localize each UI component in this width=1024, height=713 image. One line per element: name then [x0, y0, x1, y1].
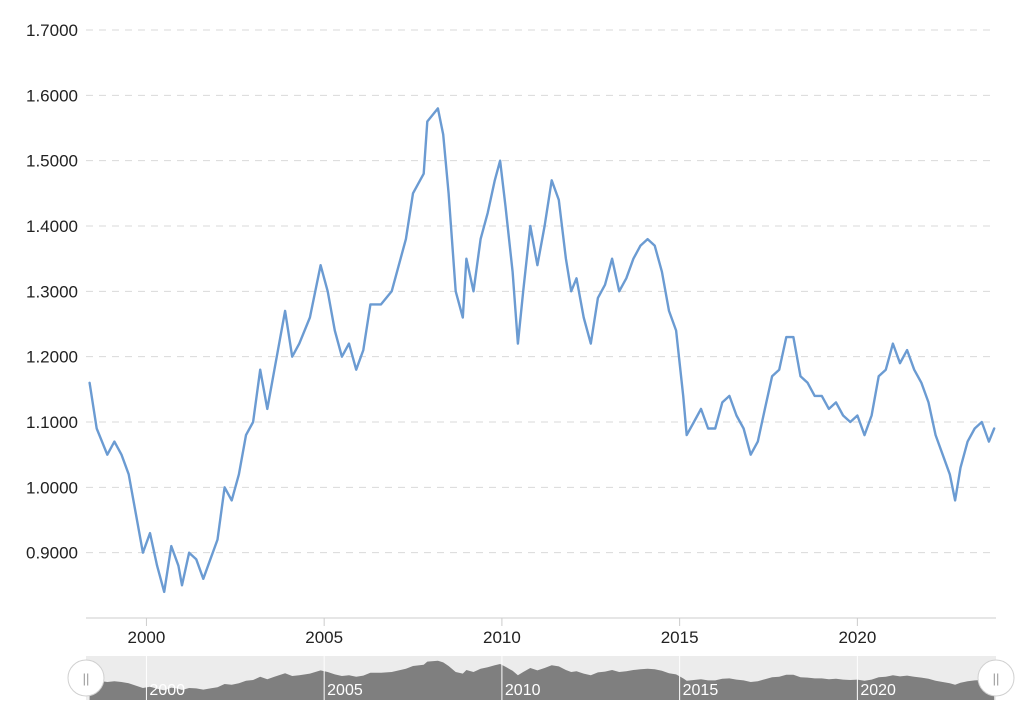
y-tick-label: 1.2000: [26, 348, 78, 367]
range-navigator[interactable]: 2000 2005 2010 2015 2020 || ||: [67, 656, 1015, 700]
y-tick-label: 1.0000: [26, 478, 78, 497]
navigator-area: [89, 660, 995, 700]
navigator-label: 2020: [860, 682, 896, 699]
y-axis: 0.9000 1.0000 1.1000 1.2000 1.3000 1.4000 1.50…: [26, 21, 78, 563]
x-axis: 2000 2005 2010 2015 2020: [128, 618, 876, 647]
x-tick-label: 2010: [483, 628, 521, 647]
y-tick-label: 0.9000: [26, 544, 78, 563]
y-tick-label: 1.7000: [26, 21, 78, 40]
navigator-label: 2015: [683, 682, 719, 699]
navigator-label: 2000: [149, 682, 185, 699]
navigator-label: 2005: [327, 682, 363, 699]
right-handle-grip: ||: [993, 671, 1000, 686]
navigator-right-handle[interactable]: ||: [977, 659, 1015, 697]
y-tick-label: 1.5000: [26, 152, 78, 171]
plot-area: [88, 107, 996, 594]
y-tick-label: 1.1000: [26, 413, 78, 432]
navigator-grid: [145, 656, 858, 700]
x-tick-label: 2005: [305, 628, 343, 647]
x-tick-label: 2020: [838, 628, 876, 647]
navigator-labels: 2000 2005 2010 2015 2020: [149, 682, 896, 699]
y-tick-label: 1.6000: [26, 86, 78, 105]
grid-lines: [86, 29, 996, 554]
y-tick-label: 1.4000: [26, 217, 78, 236]
series-line-0: [88, 107, 996, 594]
left-handle-grip: ||: [83, 671, 90, 686]
navigator-left-handle[interactable]: ||: [67, 659, 105, 697]
x-tick-label: 2015: [661, 628, 699, 647]
y-tick-label: 1.3000: [26, 282, 78, 301]
navigator-label: 2010: [505, 682, 541, 699]
x-tick-label: 2000: [128, 628, 166, 647]
